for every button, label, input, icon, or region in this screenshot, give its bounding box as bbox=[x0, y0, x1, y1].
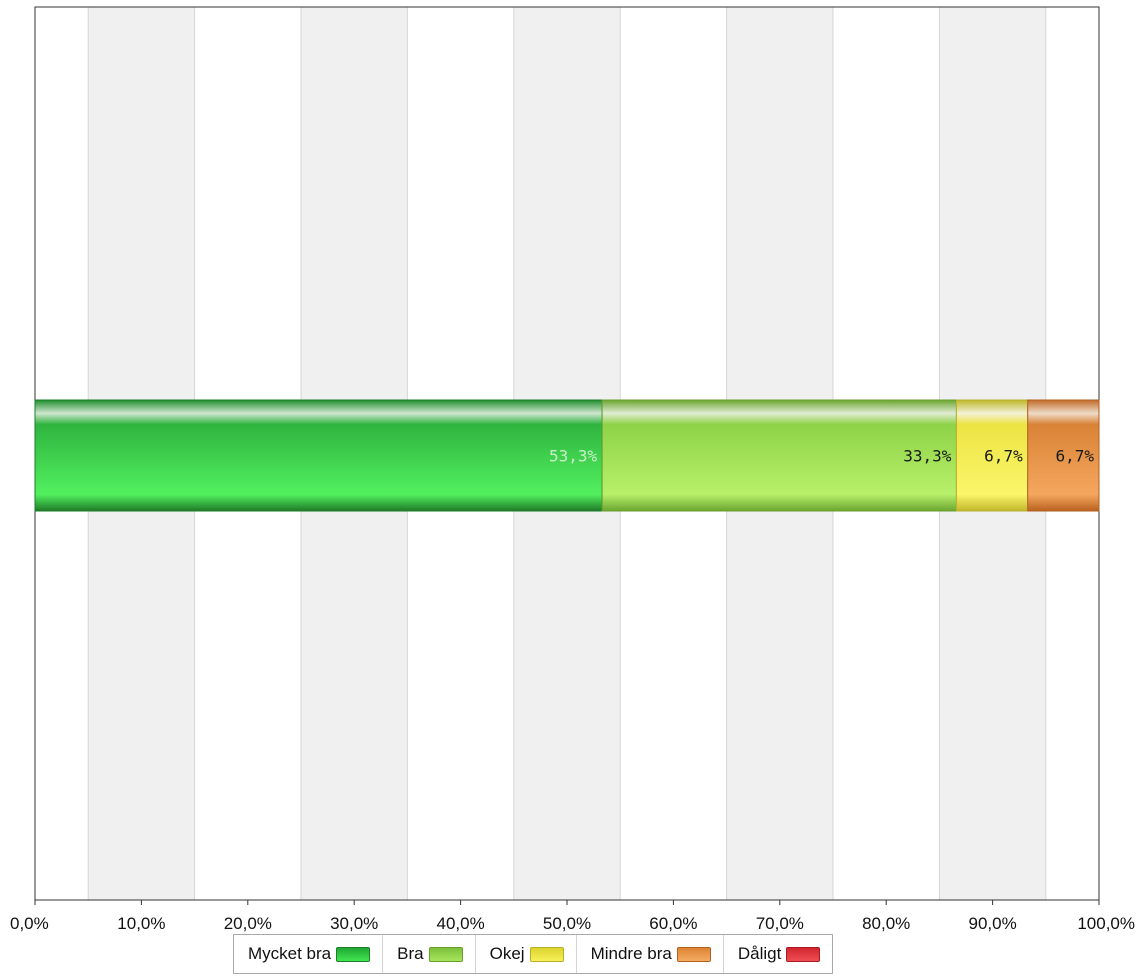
x-axis-tick-labels: 0,0% 10,0% 20,0% 30,0% 40,0% 50,0% 60,0% 70,0% 8… bbox=[10, 914, 1135, 933]
x-tick-label: 60,0% bbox=[649, 914, 697, 933]
bar-segments bbox=[34, 399, 1100, 512]
legend-label: Mindre bra bbox=[590, 944, 672, 963]
x-tick-label: 100,0% bbox=[1077, 914, 1135, 933]
legend-swatch bbox=[428, 946, 463, 962]
legend-item-bra: Bra bbox=[383, 935, 476, 973]
x-tick-label: 10,0% bbox=[117, 914, 165, 933]
legend-swatch bbox=[676, 946, 711, 962]
bar-segment-mindre-bra bbox=[1027, 399, 1100, 512]
legend-item-mycket-bra: Mycket bra bbox=[234, 935, 384, 973]
data-label-okej: 6,7% bbox=[984, 447, 1023, 466]
legend-label: Mycket bra bbox=[248, 944, 332, 963]
legend-item-mindre-bra: Mindre bra bbox=[577, 935, 724, 973]
legend-label: Okej bbox=[489, 944, 525, 963]
bar-segment-mycket-bra bbox=[34, 399, 603, 512]
legend-swatch bbox=[529, 946, 564, 962]
x-tick-label: 80,0% bbox=[862, 914, 910, 933]
x-tick-label: 50,0% bbox=[543, 914, 591, 933]
x-tick-label: 70,0% bbox=[756, 914, 804, 933]
x-axis-ticks bbox=[34, 900, 1100, 905]
legend: Mycket bra Bra Okej Mindre bra Dåligt bbox=[233, 934, 834, 974]
bar-segment-okej bbox=[955, 399, 1029, 512]
data-label-mindre-bra: 6,7% bbox=[1055, 447, 1094, 466]
legend-item-okej: Okej bbox=[476, 935, 577, 973]
legend-label: Dåligt bbox=[737, 944, 782, 963]
bar-segment-bra bbox=[601, 399, 957, 512]
data-label-bra: 33,3% bbox=[903, 447, 952, 466]
x-tick-label: 0,0% bbox=[10, 914, 49, 933]
legend-label: Bra bbox=[397, 944, 424, 963]
data-labels: 53,3% 33,3% 6,7% 6,7% bbox=[549, 447, 1094, 466]
legend-item-d-ligt: Dåligt bbox=[724, 935, 832, 973]
x-tick-label: 40,0% bbox=[436, 914, 484, 933]
x-tick-label: 30,0% bbox=[330, 914, 378, 933]
x-tick-label: 90,0% bbox=[968, 914, 1016, 933]
legend-swatch bbox=[786, 946, 821, 962]
data-label-mycket-bra: 53,3% bbox=[549, 447, 598, 466]
x-tick-label: 20,0% bbox=[224, 914, 272, 933]
legend-swatch bbox=[336, 946, 371, 962]
